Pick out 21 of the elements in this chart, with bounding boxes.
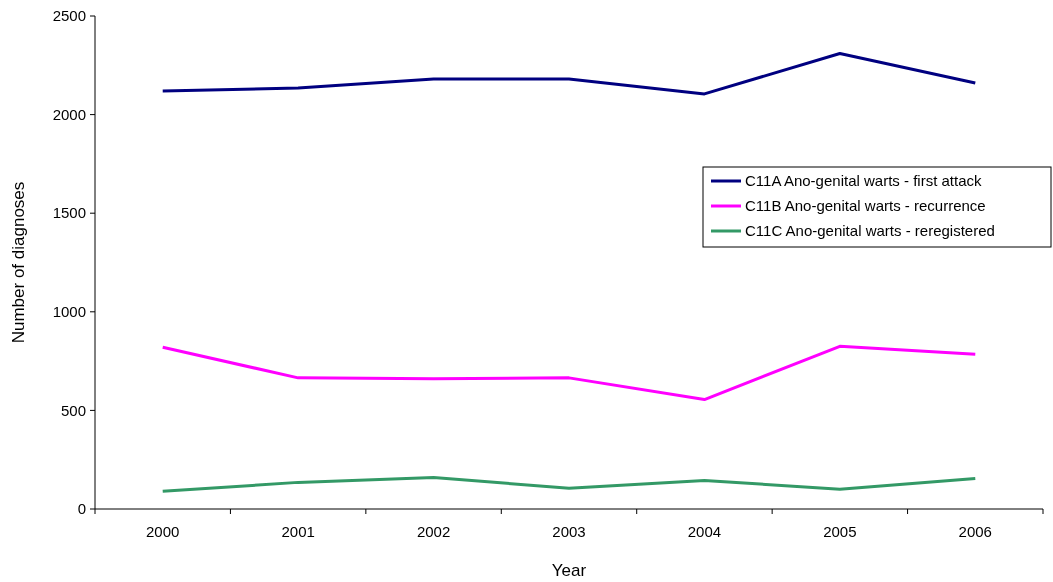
line-series <box>161 51 977 96</box>
y-tick-label: 500 <box>60 401 86 419</box>
x-tick-label: 2004 <box>687 523 722 540</box>
y-axis-title: Number of diagnoses <box>9 181 28 344</box>
y-tick-label: 0 <box>77 500 86 518</box>
x-tick-label: 2002 <box>416 523 451 540</box>
y-tick-label: 2000 <box>52 105 86 123</box>
y-tick-label: 1500 <box>52 204 86 222</box>
legend-label: C11A Ano-genital warts - first attack <box>745 172 982 190</box>
x-tick-label: 2005 <box>823 523 857 540</box>
legend-label: C11B Ano-genital warts - recurrence <box>745 197 986 215</box>
legend-label: C11C Ano-genital warts - reregistered <box>745 222 995 240</box>
line-series <box>161 344 977 402</box>
y-tick-label: 2500 <box>52 7 86 25</box>
line-series <box>161 475 977 493</box>
x-axis-title: Year <box>551 561 587 580</box>
x-tick-label: 2000 <box>146 523 180 540</box>
x-tick-label: 2006 <box>958 523 992 540</box>
x-tick-label: 2003 <box>552 523 586 540</box>
x-tick-label: 2001 <box>281 523 315 540</box>
y-tick-label: 1000 <box>52 303 86 321</box>
